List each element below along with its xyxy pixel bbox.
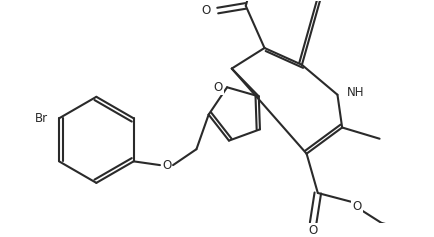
- Text: NH: NH: [346, 87, 364, 99]
- Text: O: O: [161, 159, 171, 172]
- Text: O: O: [213, 81, 222, 94]
- Text: O: O: [201, 4, 210, 17]
- Text: O: O: [308, 224, 317, 237]
- Text: O: O: [352, 200, 361, 213]
- Text: Br: Br: [35, 112, 48, 125]
